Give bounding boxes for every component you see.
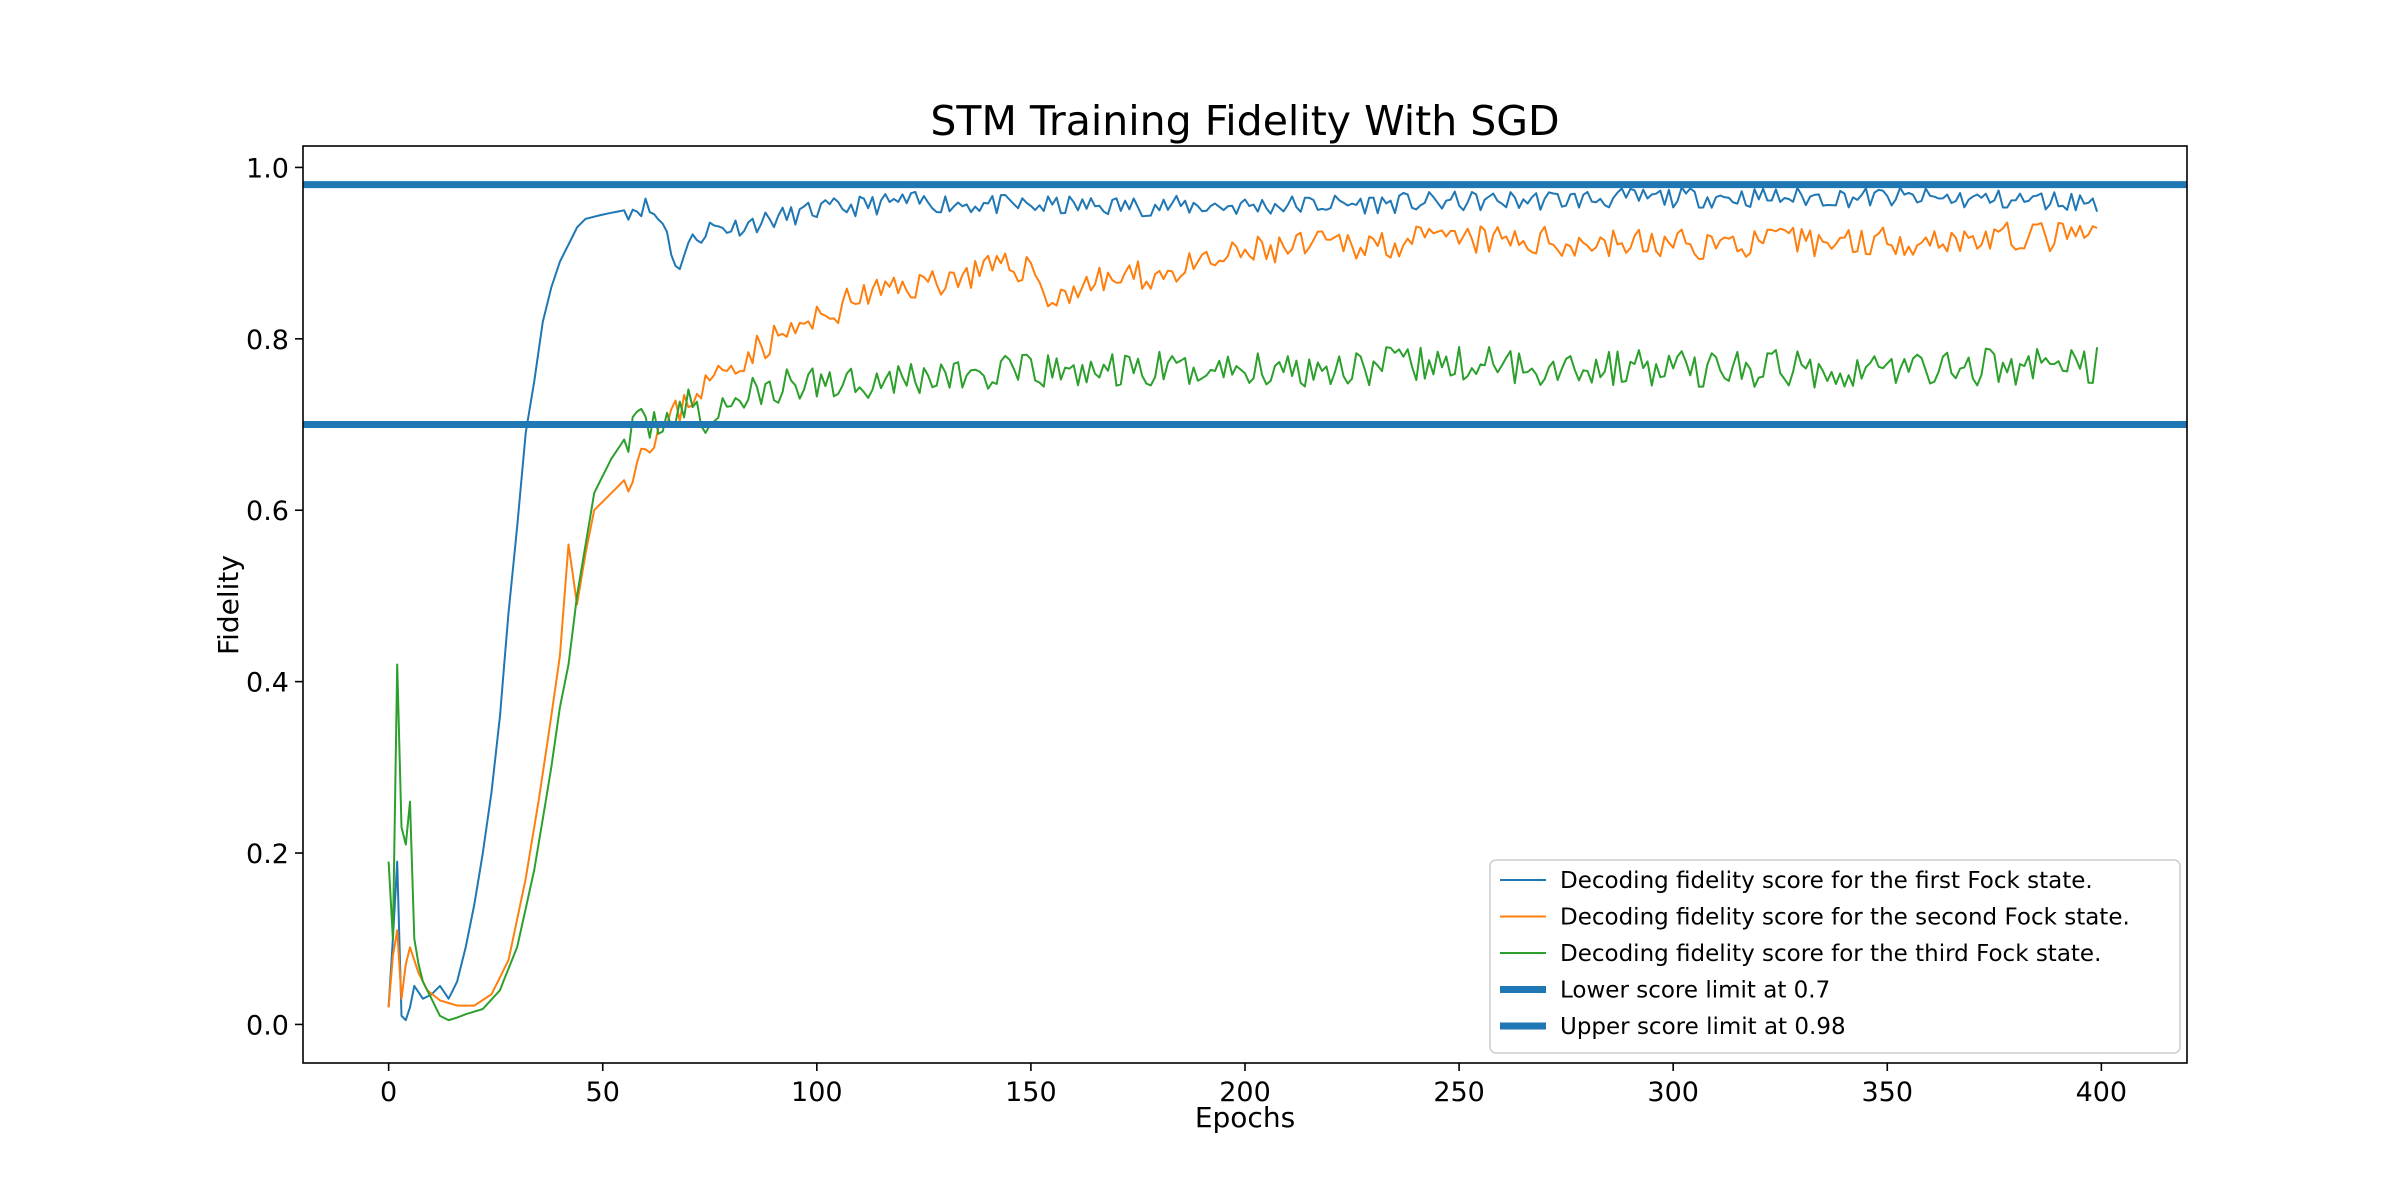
x-tick-label: 50 bbox=[586, 1077, 620, 1108]
series-line-1 bbox=[387, 186, 2099, 1022]
y-tick-label: 1.0 bbox=[246, 153, 289, 184]
y-tick-label: 0.2 bbox=[246, 839, 289, 870]
legend-box bbox=[1489, 859, 2181, 1054]
plot-area-frame bbox=[302, 145, 2188, 1064]
x-tick-label: 150 bbox=[1005, 1077, 1057, 1108]
legend: Decoding fidelity score for the first Fo… bbox=[1489, 859, 2181, 1054]
x-axis-label: Epochs bbox=[1195, 1101, 1295, 1134]
y-tick-label: 0.8 bbox=[246, 325, 289, 356]
legend-entry-label: Decoding fidelity score for the second F… bbox=[1560, 905, 2130, 931]
legend-entry-label: Upper score limit at 0.98 bbox=[1560, 1014, 1846, 1040]
x-tick-label: 350 bbox=[1861, 1077, 1913, 1108]
x-tick-label: 100 bbox=[791, 1077, 843, 1108]
legend-entry-label: Decoding fidelity score for the first Fo… bbox=[1560, 868, 2093, 894]
x-tick-label: 250 bbox=[1433, 1077, 1485, 1108]
axis-ticks: 0 50 100 150 200 250 300 350 400 0.0 0.2 0.4 0.6 0.8 1… bbox=[246, 153, 2127, 1108]
chart-title: STM Training Fidelity With SGD bbox=[930, 97, 1559, 145]
x-tick-label: 0 bbox=[380, 1077, 397, 1108]
y-tick-label: 0.0 bbox=[246, 1010, 289, 1041]
y-axis-label: Fidelity bbox=[212, 555, 245, 655]
legend-entry-label: Decoding fidelity score for the third Fo… bbox=[1560, 941, 2101, 967]
legend-entry-label: Lower score limit at 0.7 bbox=[1560, 978, 1830, 1004]
y-tick-label: 0.6 bbox=[246, 496, 289, 527]
x-tick-label: 400 bbox=[2076, 1077, 2128, 1108]
x-tick-label: 200 bbox=[1219, 1077, 1271, 1108]
y-tick-label: 0.4 bbox=[246, 668, 289, 699]
x-tick-label: 300 bbox=[1647, 1077, 1699, 1108]
series-line-2 bbox=[387, 221, 2098, 1008]
